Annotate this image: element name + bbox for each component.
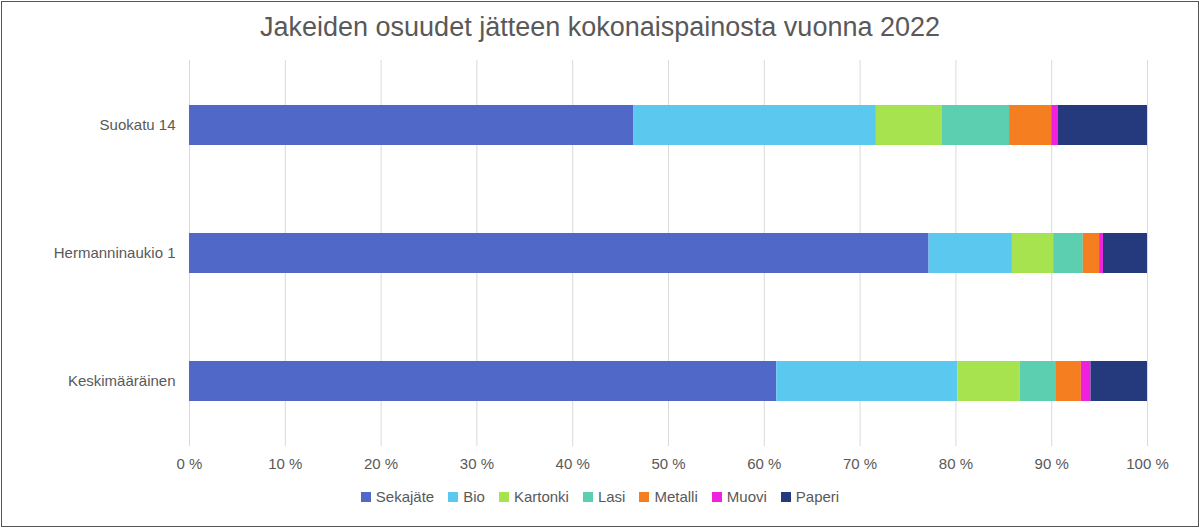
svg-text:80 %: 80 % xyxy=(939,455,973,472)
svg-text:60 %: 60 % xyxy=(747,455,781,472)
svg-text:20 %: 20 % xyxy=(364,455,398,472)
svg-text:90 %: 90 % xyxy=(1035,455,1069,472)
svg-text:70 %: 70 % xyxy=(843,455,877,472)
html-text:Jakeiden osuudet jätteen kokon: Jakeiden osuudet jätteen kokonaispainost… xyxy=(260,12,940,42)
svg-text:Hermanninaukio 1: Hermanninaukio 1 xyxy=(54,244,176,261)
html-text:Lasi: Lasi xyxy=(597,488,626,505)
svg-text:Keskimääräinen: Keskimääräinen xyxy=(68,372,176,389)
svg-text:100 %: 100 % xyxy=(1126,455,1169,472)
svg-text:40 %: 40 % xyxy=(556,455,590,472)
svg-text:50 %: 50 % xyxy=(651,455,685,472)
html-text:Bio: Bio xyxy=(463,488,485,505)
svg-text:30 %: 30 % xyxy=(460,455,494,472)
html-text:Kartonki: Kartonki xyxy=(513,488,569,505)
html-text:Muovi: Muovi xyxy=(726,488,767,505)
html-text:Metalli: Metalli xyxy=(654,488,698,505)
svg-text:0 %: 0 % xyxy=(177,455,203,472)
html-text:Paperi: Paperi xyxy=(795,488,840,505)
html-text:Sekajäte: Sekajäte xyxy=(375,488,435,505)
svg-text:10 %: 10 % xyxy=(268,455,302,472)
svg-text:Suokatu 14: Suokatu 14 xyxy=(100,116,176,133)
